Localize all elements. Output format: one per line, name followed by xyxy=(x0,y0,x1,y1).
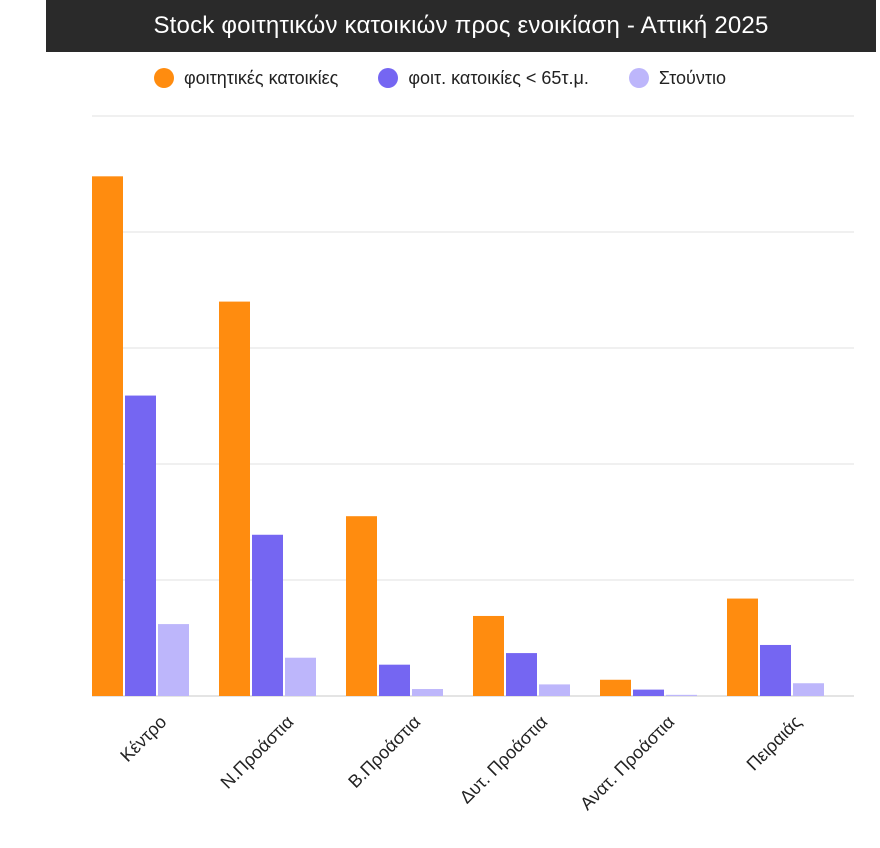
bar xyxy=(506,653,537,696)
x-tick-label: Ν.Προάστια xyxy=(217,712,298,793)
legend-label-small-student-housing: φοιτ. κατοικίες < 65τ.μ. xyxy=(408,67,589,88)
x-tick-label: Πειραιάς xyxy=(743,712,806,775)
bar xyxy=(412,689,443,696)
legend-label-student-housing: φοιτητικές κατοικίες xyxy=(183,67,339,88)
legend-item-small-student-housing: φοιτ. κατοικίες < 65τ.μ. xyxy=(378,68,589,89)
legend-item-studio: Στούντιο xyxy=(628,67,727,89)
bar xyxy=(219,301,250,696)
bar xyxy=(346,516,377,696)
bar xyxy=(727,598,758,696)
legend-label-studio: Στούντιο xyxy=(658,67,727,88)
bar xyxy=(158,624,189,696)
bar xyxy=(473,615,504,696)
bar xyxy=(285,657,316,696)
bar xyxy=(92,176,123,696)
bar xyxy=(600,679,631,696)
x-tick-label: Β.Προάστια xyxy=(344,712,424,792)
x-tick-label: Κέντρο xyxy=(116,712,170,766)
bar xyxy=(793,683,824,696)
x-tick-label: Ανατ. Προάστια xyxy=(576,712,678,814)
bar xyxy=(666,694,697,696)
legend-swatch-studio xyxy=(628,68,649,88)
bar xyxy=(633,689,664,696)
legend-item-student-housing: φοιτητικές κατοικίες xyxy=(153,67,339,89)
chart-legend: φοιτητικές κατοικίες φοιτ. κατοικίες < 6… xyxy=(0,62,880,94)
legend-swatch-student-housing xyxy=(153,68,174,88)
bar xyxy=(252,534,283,696)
bar xyxy=(539,684,570,696)
legend-swatch-small-student-housing xyxy=(378,68,399,88)
bar xyxy=(379,664,410,696)
chart-title: Stock φοιτητικών κατοικιών προς ενοικίασ… xyxy=(46,0,876,52)
bar xyxy=(125,395,156,696)
x-tick-label: Δυτ. Προάστια xyxy=(456,712,552,808)
bar xyxy=(760,644,791,696)
